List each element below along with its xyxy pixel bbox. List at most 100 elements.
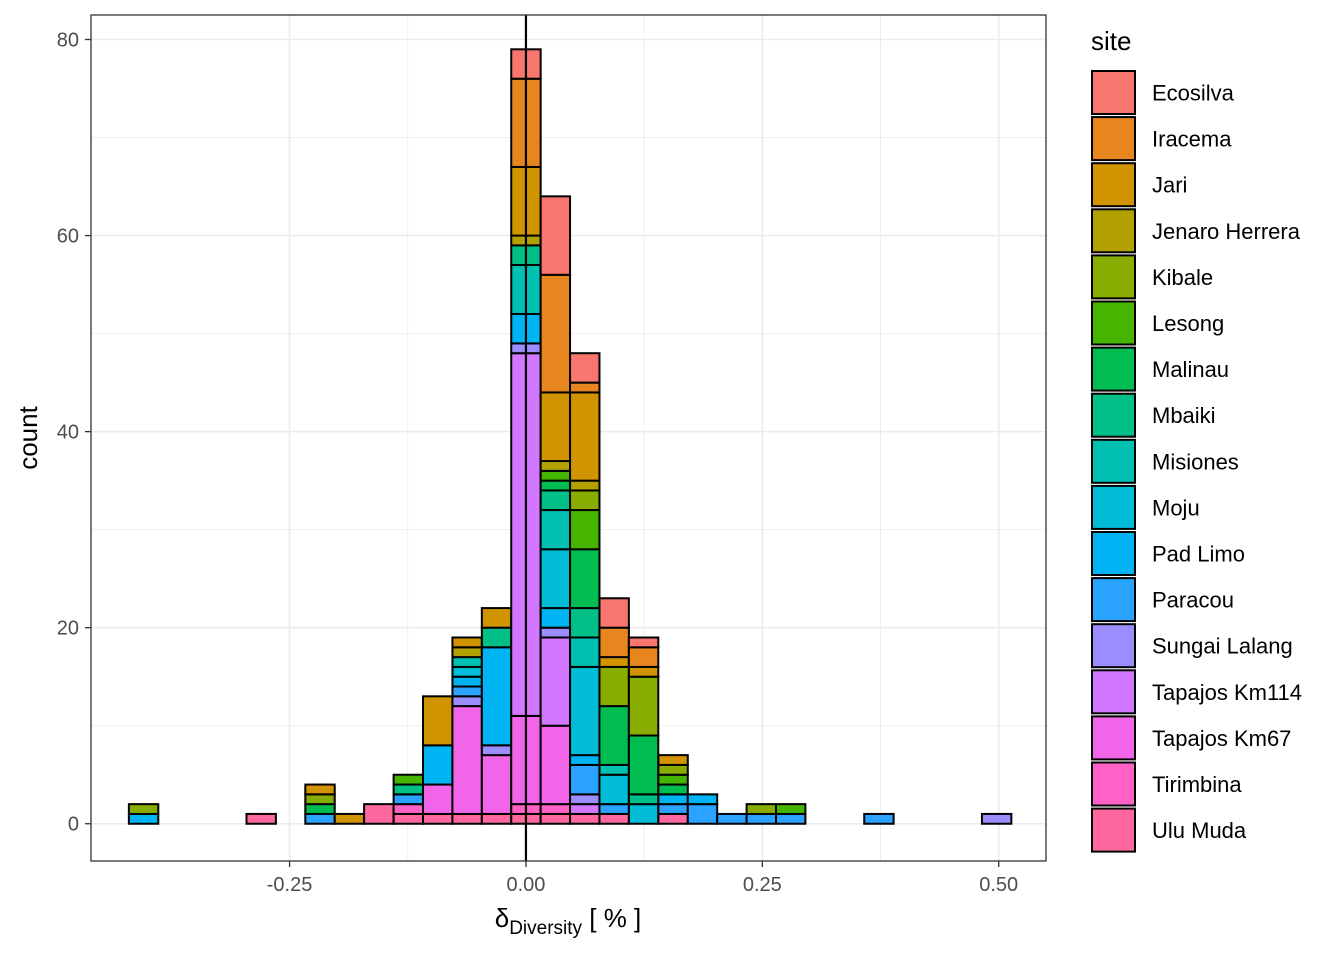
bar-segment-paracou	[716, 812, 748, 825]
bar-segment-paracou	[657, 803, 689, 815]
legend-label: Moju	[1152, 495, 1200, 520]
legend-label: Misiones	[1152, 449, 1239, 474]
legend-key-tirimbina	[1091, 761, 1136, 807]
legend-label: Jari	[1152, 173, 1187, 198]
legend-label: Malinau	[1152, 357, 1229, 382]
bar-segment-kibale	[627, 675, 660, 737]
bar-segment-misiones	[451, 656, 483, 668]
y-tick-label: 40	[57, 422, 79, 444]
legend-key-tapajos-km114	[1091, 669, 1136, 715]
bar-segment-malinau	[627, 734, 660, 796]
bar-segment-paracou	[451, 685, 483, 698]
bar-segment-ulu-muda	[480, 812, 513, 825]
bar-segment-ulu-muda	[392, 812, 425, 825]
bar-segment-jari	[598, 656, 630, 668]
bar-segment-ecosilva	[569, 352, 601, 384]
legend-key-moju	[1091, 484, 1136, 530]
legend-label: Tapajos Km114	[1152, 680, 1302, 705]
legend-key-misiones	[1091, 438, 1136, 484]
bar-segment-jari	[569, 391, 601, 482]
bar-segment-moju	[627, 803, 660, 825]
legend-key-ecosilva	[1091, 70, 1136, 115]
legend-key-sungai-lalang	[1091, 623, 1136, 669]
bar-segment-paracou	[774, 812, 807, 825]
bar-segment-ecosilva	[598, 597, 630, 629]
bar-segment-ulu-muda	[422, 812, 454, 825]
bar-segment-mbaiki	[627, 793, 660, 806]
bar-segment-malinau	[539, 479, 572, 492]
legend-title: site	[1091, 26, 1131, 56]
bar-segment-pad-limo	[480, 646, 513, 747]
bar-segment-paracou	[569, 763, 601, 796]
bar-segment-malinau	[657, 783, 689, 796]
bar-segment-lesong	[657, 773, 689, 786]
bar-segment-malinau	[598, 705, 630, 766]
legend-label: Mbaiki	[1152, 403, 1216, 428]
bar-segment-tapajos-km67	[422, 783, 454, 815]
legend-key-malinau	[1091, 346, 1136, 392]
x-tick-label: 0.25	[743, 874, 782, 896]
bar-segment-ulu-muda	[598, 812, 630, 825]
bar-segment-pad-limo	[569, 754, 601, 766]
bar-segment-ulu-muda	[539, 812, 572, 825]
bar-segment-sungai-lalang	[480, 744, 513, 757]
bar-segment-jari	[304, 783, 336, 796]
bar-segment-sungai-lalang	[451, 695, 483, 708]
bar-segment-tirimbina	[539, 803, 572, 815]
bar-segment-kibale	[657, 763, 689, 776]
bar-segment-malinau	[569, 548, 601, 610]
bar-segment-ulu-muda	[657, 812, 689, 825]
bar-segment-pad-limo	[422, 744, 454, 786]
bar-segment-moju	[598, 773, 630, 806]
bar-segment-misiones	[539, 509, 572, 551]
bar-segment-jari	[451, 636, 483, 649]
bar-segment-pad-limo	[451, 675, 483, 688]
bar-segment-ecosilva	[539, 195, 572, 276]
legend-key-jari	[1091, 162, 1136, 208]
x-axis-title-unit: [ % ]	[582, 903, 641, 933]
bar-segment-lesong	[774, 803, 807, 815]
legend-key-mbaiki	[1091, 392, 1136, 438]
bar-segment-paracou	[745, 812, 777, 825]
bar-segment-lesong	[392, 773, 425, 786]
bar-segment-paracou	[598, 803, 630, 815]
bar-segment-sungai-lalang	[539, 626, 572, 639]
bar-segment-mbaiki	[539, 489, 572, 512]
y-tick-label: 0	[68, 814, 79, 836]
bar-segment-tapajos-km67	[539, 724, 572, 806]
bar-segment-iracema	[539, 273, 572, 394]
bar-segment-kibale	[127, 803, 160, 815]
bar-segment-sungai-lalang	[569, 793, 601, 806]
legend-key-lesong	[1091, 300, 1136, 346]
bar-segment-kibale	[569, 489, 601, 512]
legend-label: Ecosilva	[1152, 81, 1235, 106]
legend-key-pad-limo	[1091, 531, 1136, 576]
legend: Ecosilva Iracema Jari Jenaro Herrera Kibale L…	[1091, 70, 1302, 853]
bar-segment-jari	[657, 754, 689, 766]
bar-segment-jari	[333, 812, 366, 825]
bar-segment-paracou	[392, 793, 425, 806]
bar-segment-malinau	[304, 803, 336, 815]
x-axis-title-subscript: Diversity	[509, 918, 582, 939]
bar-segment-jari	[539, 391, 572, 463]
bar-segment-ulu-muda	[451, 812, 483, 825]
legend-label: Lesong	[1152, 311, 1224, 336]
bar-segment-lesong	[539, 469, 572, 482]
legend-key-tapajos-km67	[1091, 715, 1136, 761]
bar-segment-tapajos-km114	[569, 803, 601, 815]
bar-segment-pad-limo	[127, 812, 160, 825]
y-axis-title: count	[13, 405, 43, 469]
bar-segment-ecosilva	[627, 636, 660, 649]
bar-segment-paracou	[863, 812, 895, 825]
legend-label: Kibale	[1152, 265, 1213, 290]
bar-segment-mbaiki	[569, 607, 601, 639]
bar-segment-tapajos-km67	[480, 754, 513, 815]
bar-segment-jenaro-herrera	[451, 646, 483, 659]
bar-segment-moju	[539, 548, 572, 610]
bar-segment-iracema	[598, 626, 630, 659]
bar-segment-jenaro-herrera	[539, 460, 572, 472]
plot-panel-border	[90, 14, 1047, 862]
bar-segment-paracou	[304, 812, 336, 825]
x-tick-label: -0.25	[267, 874, 313, 896]
